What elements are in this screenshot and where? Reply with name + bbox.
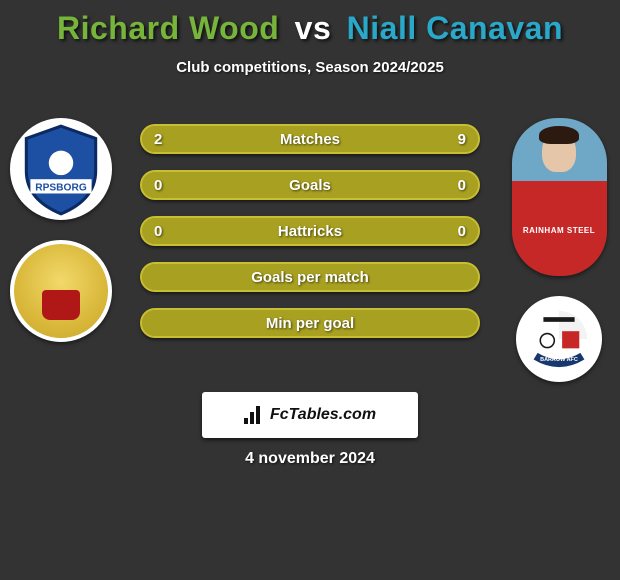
stat-fill-right (310, 172, 478, 198)
stat-value-right: 0 (458, 177, 466, 194)
doncaster-crest (10, 240, 112, 342)
stat-value-right: 0 (458, 223, 466, 240)
logo-chart-icon (244, 406, 266, 424)
player-photo: RAINHAM STEEL (512, 118, 607, 276)
stat-fill-right (202, 126, 478, 152)
jersey-sponsor-text: RAINHAM STEEL (512, 226, 607, 235)
stat-row: 2 Matches 9 (140, 124, 480, 154)
fctables-logo[interactable]: FcTables.com (202, 392, 418, 438)
stat-fill-left (142, 172, 310, 198)
sarpsborg-crest: RPSBORG (10, 118, 112, 220)
stat-value-left: 0 (154, 223, 162, 240)
stat-label: Goals (289, 177, 331, 194)
date-text: 4 november 2024 (0, 450, 620, 468)
stat-row: 0 Hattricks 0 (140, 216, 480, 246)
player1-name: Richard Wood (57, 10, 279, 46)
logo-text: FcTables.com (270, 406, 376, 424)
subtitle: Club competitions, Season 2024/2025 (0, 59, 620, 76)
vs-text: vs (295, 10, 332, 46)
stat-row: Min per goal (140, 308, 480, 338)
stats-panel: 2 Matches 9 0 Goals 0 0 Hattricks 0 Goals per mat… (140, 124, 480, 338)
stat-value-right: 9 (458, 131, 466, 148)
stat-fill-left (142, 126, 202, 152)
stat-label: Min per goal (266, 315, 354, 332)
left-badges: RPSBORG (6, 118, 116, 342)
svg-text:RPSBORG: RPSBORG (35, 182, 87, 193)
stat-value-left: 0 (154, 177, 162, 194)
barrow-crest: BARROW AFC (516, 296, 602, 382)
stat-label: Goals per match (251, 269, 369, 286)
stat-label: Hattricks (278, 223, 342, 240)
svg-text:BARROW AFC: BARROW AFC (540, 357, 578, 363)
right-badges: RAINHAM STEEL BARROW AFC (504, 118, 614, 382)
player2-name: Niall Canavan (347, 10, 563, 46)
stat-value-left: 2 (154, 131, 162, 148)
page-title: Richard Wood vs Niall Canavan (0, 0, 620, 47)
stat-row: Goals per match (140, 262, 480, 292)
stat-label: Matches (280, 131, 340, 148)
stat-row: 0 Goals 0 (140, 170, 480, 200)
